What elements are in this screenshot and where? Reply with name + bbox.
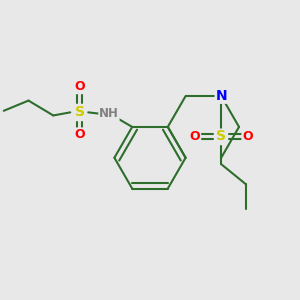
- Text: N: N: [215, 89, 227, 103]
- Text: NH: NH: [99, 107, 119, 120]
- Text: S: S: [216, 129, 226, 143]
- Text: O: O: [74, 80, 85, 94]
- Text: O: O: [190, 130, 200, 143]
- Text: S: S: [75, 105, 85, 119]
- Text: O: O: [74, 128, 85, 141]
- Text: O: O: [242, 130, 253, 143]
